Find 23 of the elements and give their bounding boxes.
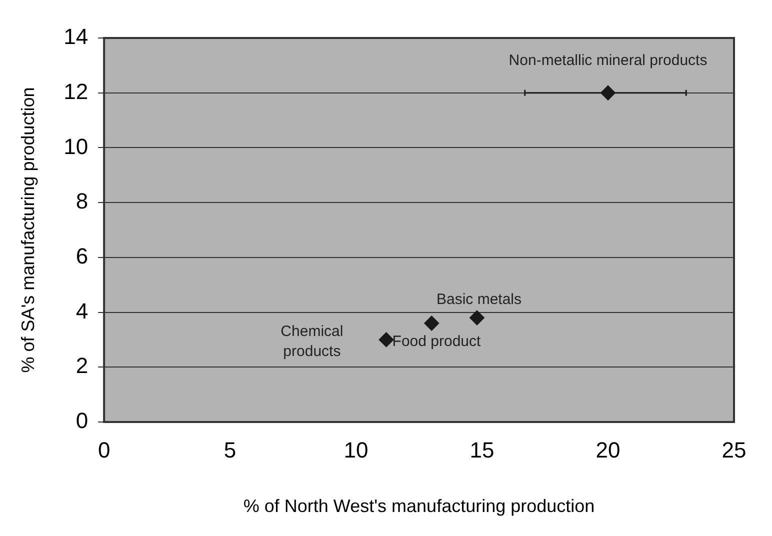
x-tick-label: 20	[596, 437, 620, 462]
point	[424, 316, 440, 331]
y-tick-label: 14	[64, 24, 88, 50]
x-tick-label: 15	[470, 437, 494, 462]
x-axis-title: % of North West's manufacturing production	[243, 496, 595, 516]
y-tick-label: 10	[64, 134, 88, 159]
x-tick-label: 10	[344, 437, 368, 462]
point	[469, 310, 484, 326]
y-tick-label: 4	[76, 298, 88, 324]
annotation: Chemical products	[280, 322, 344, 360]
annotation: Non-metallic mineral products	[508, 52, 708, 69]
y-tick-label: 6	[76, 243, 88, 268]
annotation: Food product	[392, 332, 482, 350]
y-tick-label: 2	[76, 353, 88, 378]
x-tick-label: 5	[224, 437, 236, 462]
y-tick-label: 0	[76, 408, 88, 434]
y-tick-label: 12	[64, 78, 88, 104]
point	[378, 332, 394, 348]
x-tick-label: 0	[98, 437, 110, 462]
y-tick-label: 8	[76, 188, 88, 214]
annotation: Basic metals	[436, 290, 522, 308]
y-axis-title: % of SA's manufacturing production	[18, 87, 38, 373]
x-tick-label: 25	[722, 437, 746, 462]
